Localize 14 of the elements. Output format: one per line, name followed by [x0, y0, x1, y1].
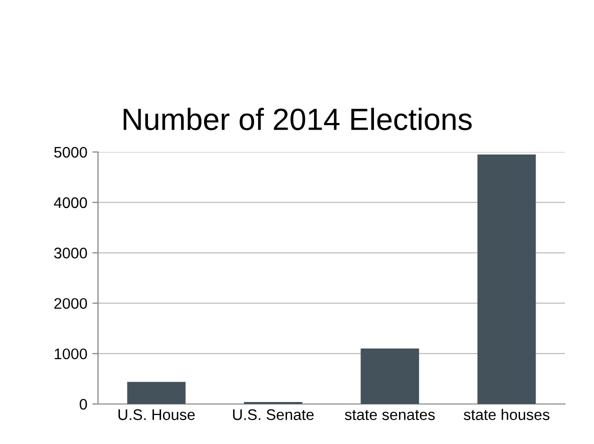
- y-tick-label: 3000: [54, 248, 87, 258]
- x-tick-label: U.S. House: [118, 409, 195, 420]
- chart-title: Number of 2014 Elections: [124, 108, 472, 130]
- x-tick-label: U.S. Senate: [233, 409, 314, 420]
- bar: [360, 348, 420, 404]
- y-tick-label: 2000: [54, 298, 87, 309]
- x-tick-label: state senates: [344, 410, 435, 420]
- y-tick-label: 5000: [54, 146, 87, 158]
- x-tick-label: state houses: [464, 408, 550, 420]
- y-tick-label: 1000: [54, 348, 87, 360]
- y-tick-label: 0: [80, 398, 87, 410]
- bar: [477, 154, 536, 404]
- bar: [127, 382, 186, 404]
- y-tick-label: 4000: [54, 197, 87, 208]
